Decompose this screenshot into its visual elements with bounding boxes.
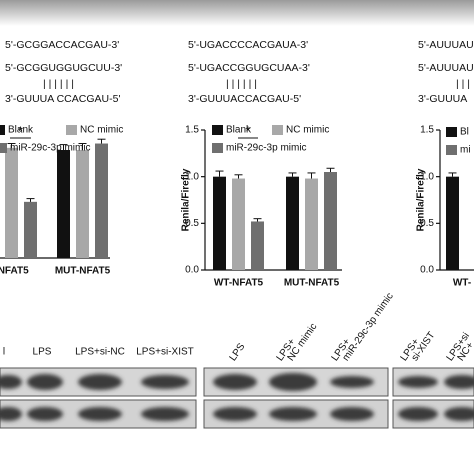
pairing-marks: | | | | | |	[43, 78, 74, 90]
lane-label: LPS+si-XIST	[136, 347, 194, 358]
band	[0, 407, 22, 421]
error-bar	[78, 143, 87, 150]
bar	[95, 143, 108, 258]
legend-swatch	[0, 125, 5, 135]
legend-swatch	[272, 125, 283, 135]
legend-swatch	[446, 145, 457, 155]
legend-label: miR-29c-3p mimic	[10, 143, 91, 154]
legend-label: mi	[460, 145, 471, 156]
sequence: 5'-AUUUAU	[418, 39, 474, 51]
bar	[5, 147, 18, 258]
bar	[57, 150, 70, 258]
y-tick-label: 1.5	[420, 125, 434, 136]
sequence: 5'-UGACCGGUGCUAA-3'	[188, 62, 310, 74]
sequence: 5'-GCGGUGGUGCUU-3'	[5, 62, 122, 74]
y-tick-label: 1.0	[185, 171, 199, 182]
error-bar	[234, 174, 243, 179]
error-bar	[288, 172, 297, 177]
bar	[305, 178, 318, 270]
bar	[251, 221, 264, 270]
legend-label: Blank	[8, 125, 34, 136]
error-bar	[59, 144, 68, 150]
blot-area	[0, 367, 474, 429]
y-tick-label: 0.0	[185, 265, 199, 276]
sequence: 3'-GUUUA CCACGAU-5'	[5, 93, 120, 105]
y-tick-label: 0.0	[420, 265, 434, 276]
band	[269, 407, 317, 421]
x-tick-label: MUT-NFAT5	[55, 266, 111, 277]
header-strip	[0, 0, 474, 26]
legend-swatch	[66, 125, 77, 135]
error-bar	[307, 172, 316, 179]
pairing-marks: | | |	[456, 78, 470, 90]
bar	[232, 178, 245, 270]
bar	[324, 172, 337, 270]
band	[27, 407, 63, 421]
band	[330, 407, 374, 421]
error-bar	[97, 138, 106, 144]
lane-label: l	[3, 347, 5, 358]
y-tick-label: 0.5	[420, 218, 434, 229]
lane-label: miR-29c-3p mimic	[341, 291, 396, 363]
bar	[446, 176, 459, 270]
band	[0, 375, 22, 389]
error-bar	[26, 198, 35, 202]
band	[330, 376, 374, 388]
error-bar	[253, 218, 262, 222]
bar	[76, 150, 89, 258]
y-axis-label: Renila/Firefly	[416, 168, 427, 231]
bar	[213, 176, 226, 270]
band	[213, 374, 257, 390]
pairing-marks: | | | | | |	[226, 78, 257, 90]
y-tick-label: 1.5	[185, 125, 199, 136]
legend-label: Bl	[460, 127, 469, 138]
band	[398, 407, 438, 421]
bar	[286, 176, 299, 270]
sequence: 3'-GUUUACCACGAU-5'	[188, 93, 301, 105]
x-tick-label: -NFAT5	[0, 266, 29, 277]
band	[141, 407, 189, 421]
lane-label: LPS	[33, 347, 52, 358]
band	[27, 374, 63, 390]
x-tick-label: WT-	[453, 278, 471, 289]
legend-label: miR-29c-3p mimic	[226, 143, 307, 154]
significance-mark: *	[245, 123, 250, 138]
band	[444, 375, 474, 389]
error-bar	[326, 167, 335, 172]
y-tick-label: 1.0	[420, 171, 434, 182]
band	[398, 376, 438, 388]
error-bar	[7, 143, 16, 148]
band	[141, 375, 189, 389]
legend-swatch	[0, 143, 7, 153]
y-tick-label: 0.5	[185, 218, 199, 229]
sequence: 5'-AUUUAU	[418, 62, 474, 74]
band	[78, 374, 122, 390]
band	[444, 407, 474, 421]
y-axis-label: Renila/Firefly	[181, 168, 192, 231]
error-bar	[215, 170, 224, 177]
significance-mark: *	[18, 123, 23, 138]
legend-label: NC mimic	[80, 125, 123, 136]
legend-swatch	[446, 127, 457, 137]
legend-label: Blank	[226, 125, 252, 136]
lane-label: LPS+si-NC	[75, 347, 125, 358]
sequence: 5'-UGACCCCACGAUA-3'	[188, 39, 308, 51]
bar	[24, 201, 37, 258]
legend-swatch	[212, 143, 223, 153]
error-bar	[448, 172, 457, 177]
band	[269, 373, 317, 391]
legend-label: NC mimic	[286, 125, 329, 136]
sequence: 3'-GUUUA	[418, 93, 467, 105]
band	[213, 407, 257, 421]
lane-label: LPS	[228, 341, 248, 363]
legend-swatch	[212, 125, 223, 135]
sequence: 5'-GCGGACCACGAU-3'	[5, 39, 119, 51]
band	[78, 407, 122, 421]
x-tick-label: WT-NFAT5	[214, 278, 264, 289]
x-tick-label: MUT-NFAT5	[284, 278, 340, 289]
